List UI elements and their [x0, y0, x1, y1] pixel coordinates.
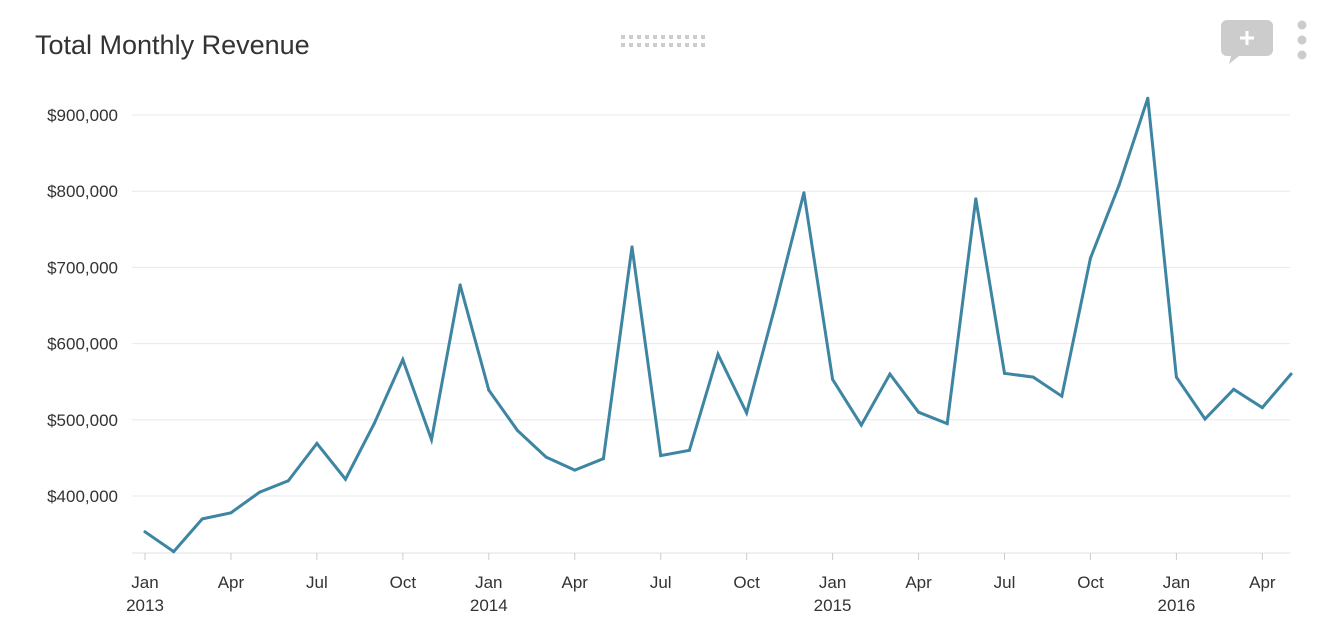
- revenue-series-line: [143, 97, 1293, 554]
- x-tick-label: Jan: [819, 573, 846, 592]
- data-point: [1117, 183, 1121, 187]
- drag-dot: [701, 43, 705, 47]
- data-point: [487, 388, 491, 392]
- drag-dot: [629, 35, 633, 39]
- data-point: [917, 410, 921, 414]
- data-point: [1146, 96, 1150, 100]
- drag-dot: [669, 43, 673, 47]
- y-tick-label: $700,000: [47, 258, 118, 277]
- x-tick-label: Apr: [218, 573, 245, 592]
- data-point: [143, 530, 147, 534]
- x-tick-label: Jul: [306, 573, 328, 592]
- data-point: [687, 448, 691, 452]
- data-point: [745, 411, 749, 415]
- drag-dot: [629, 43, 633, 47]
- data-point: [630, 245, 634, 249]
- y-tick-label: $800,000: [47, 182, 118, 201]
- data-point: [229, 511, 233, 515]
- drag-dot: [677, 35, 681, 39]
- drag-dot: [669, 35, 673, 39]
- data-point: [716, 352, 720, 356]
- data-point: [859, 423, 863, 427]
- drag-dot: [621, 43, 625, 47]
- drag-dot: [653, 43, 657, 47]
- drag-dot: [645, 35, 649, 39]
- x-tick-year-label: 2016: [1157, 596, 1195, 615]
- add-comment-icon[interactable]: [1221, 20, 1273, 66]
- data-point: [401, 358, 405, 362]
- data-point: [1003, 371, 1006, 375]
- x-tick-label: Oct: [1077, 573, 1104, 592]
- data-point: [888, 372, 892, 376]
- x-tick-label: Jan: [131, 573, 158, 592]
- data-point: [573, 468, 577, 472]
- chart-title: Total Monthly Revenue: [35, 30, 310, 60]
- drag-dot: [677, 43, 681, 47]
- data-point: [515, 428, 519, 432]
- x-tick-label: Oct: [733, 573, 760, 592]
- drag-dot: [685, 43, 689, 47]
- data-point: [458, 283, 462, 287]
- data-point: [1232, 387, 1236, 391]
- data-point: [974, 197, 978, 201]
- drag-dot: [637, 35, 641, 39]
- data-point: [286, 479, 290, 483]
- more-vertical-icon[interactable]: [1292, 20, 1312, 62]
- y-tick-label: $900,000: [47, 106, 118, 125]
- data-point: [1031, 375, 1035, 379]
- data-point: [1060, 394, 1064, 398]
- x-tick-label: Oct: [390, 573, 417, 592]
- data-point: [544, 455, 548, 459]
- drag-dot: [693, 43, 697, 47]
- x-tick-year-label: 2015: [814, 596, 852, 615]
- data-point: [372, 422, 376, 426]
- data-point: [831, 377, 835, 381]
- data-point: [200, 517, 204, 521]
- x-tick-label: Apr: [562, 573, 589, 592]
- drag-dot: [661, 43, 665, 47]
- x-tick-label: Apr: [905, 573, 932, 592]
- data-point: [172, 550, 176, 554]
- data-point: [1260, 406, 1264, 410]
- data-point: [773, 304, 777, 307]
- drag-dot: [637, 43, 641, 47]
- data-point: [258, 490, 262, 494]
- data-point: [1203, 417, 1207, 421]
- x-tick-label: Jan: [475, 573, 502, 592]
- data-point: [601, 457, 605, 461]
- x-tick-label: Jul: [650, 573, 672, 592]
- data-point: [344, 477, 348, 481]
- drag-dot: [701, 35, 705, 39]
- data-point: [802, 191, 806, 195]
- data-point: [945, 422, 949, 426]
- y-tick-label: $500,000: [47, 411, 118, 430]
- x-tick-label: Jul: [994, 573, 1016, 592]
- y-tick-label: $600,000: [47, 335, 118, 354]
- y-tick-label: $400,000: [47, 487, 118, 506]
- x-tick-year-label: 2014: [470, 596, 508, 615]
- drag-dot: [653, 35, 657, 39]
- drag-dot: [661, 35, 665, 39]
- data-point: [1088, 256, 1092, 260]
- drag-dot: [685, 35, 689, 39]
- data-point: [1289, 372, 1293, 376]
- drag-dot: [645, 43, 649, 47]
- x-tick-label: Apr: [1249, 573, 1276, 592]
- data-point: [430, 438, 433, 442]
- data-point: [659, 454, 663, 458]
- drag-dot: [621, 35, 625, 39]
- x-tick-year-label: 2013: [126, 596, 164, 615]
- data-point: [1174, 375, 1178, 379]
- drag-handle-icon[interactable]: [620, 34, 708, 48]
- drag-dot: [693, 35, 697, 39]
- data-point: [315, 441, 319, 445]
- x-tick-label: Jan: [1163, 573, 1190, 592]
